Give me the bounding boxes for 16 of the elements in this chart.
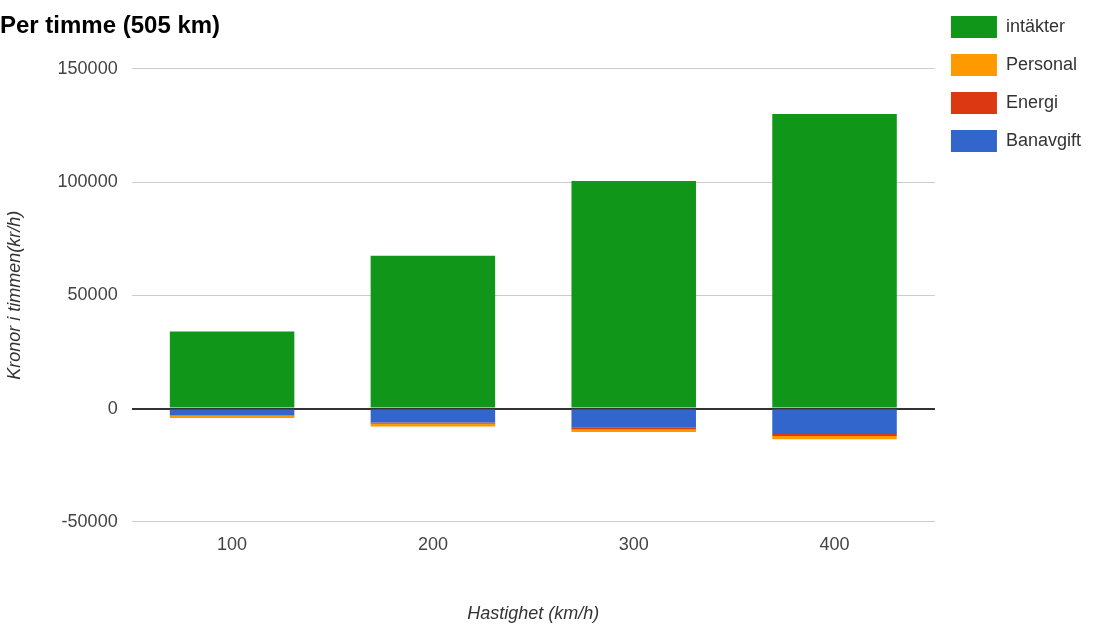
legend-label: Banavgift — [1005, 129, 1082, 150]
x-tick-label: 200 — [417, 533, 448, 554]
x-axis-title: Hastighet (km/h) — [467, 603, 600, 624]
legend-label: Energi — [1005, 91, 1058, 112]
legend-label: intäkter — [1005, 15, 1065, 36]
x-tick-label: 300 — [618, 533, 649, 554]
y-tick-label: 100000 — [57, 171, 118, 192]
x-tick-label: 100 — [217, 533, 248, 554]
y-tick-label: 50000 — [67, 284, 118, 305]
y-axis-title: Kronor i timmen(kr/h) — [3, 210, 24, 380]
y-tick-label: 0 — [107, 397, 118, 418]
x-tick-label: 400 — [819, 533, 850, 554]
legend-label: Personal — [1005, 53, 1077, 74]
chart-title: Per timme (505 km) — [0, 11, 221, 39]
y-tick-label: 150000 — [57, 57, 118, 78]
y-tick-label: -50000 — [61, 510, 118, 531]
